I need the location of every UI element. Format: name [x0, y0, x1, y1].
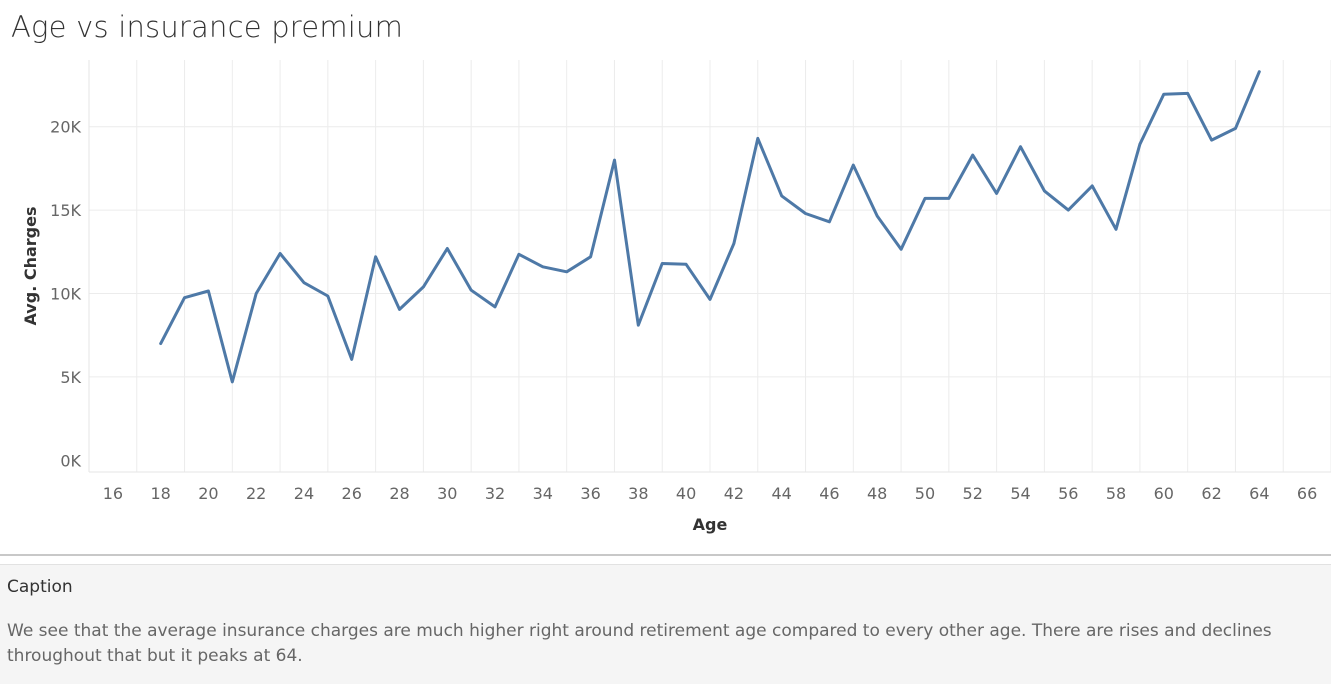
data-point — [1067, 208, 1070, 212]
data-point — [732, 242, 736, 245]
x-tick-label: 60 — [1154, 484, 1174, 503]
data-point — [374, 255, 377, 259]
x-tick-label: 18 — [150, 484, 170, 503]
data-point — [254, 292, 258, 295]
x-tick-label: 48 — [867, 484, 887, 503]
x-tick-label: 44 — [771, 484, 791, 503]
data-point — [159, 342, 162, 345]
x-tick-label: 54 — [1010, 484, 1030, 503]
data-point — [422, 285, 425, 289]
x-tick-label: 32 — [485, 484, 505, 503]
data-point — [493, 305, 497, 309]
data-point — [780, 194, 783, 198]
data-point — [971, 153, 974, 157]
x-tick-label: 40 — [676, 484, 696, 503]
data-point — [517, 253, 521, 256]
data-point — [183, 296, 186, 299]
x-tick-label: 66 — [1297, 484, 1317, 503]
data-point — [1019, 145, 1022, 148]
y-tick-label: 0K — [60, 451, 81, 470]
x-tick-label: 42 — [724, 484, 744, 503]
data-point — [661, 262, 664, 265]
x-tick-label: 56 — [1058, 484, 1078, 503]
data-point — [852, 163, 855, 167]
data-point — [613, 158, 616, 162]
y-tick-label: 5K — [60, 368, 81, 387]
data-point — [446, 247, 449, 250]
series-layer — [159, 70, 1261, 384]
x-tick-label: 28 — [389, 484, 409, 503]
y-tick-label: 15K — [50, 201, 81, 220]
y-axis-title: Avg. Charges — [21, 207, 40, 326]
x-tick-label: 58 — [1106, 484, 1126, 503]
caption-heading: Caption — [7, 577, 73, 597]
data-point — [637, 324, 640, 327]
data-point — [708, 298, 712, 301]
x-tick-label: 38 — [628, 484, 648, 503]
data-point — [756, 137, 759, 140]
y-tick-label: 10K — [50, 285, 81, 304]
y-tick-label: 20K — [50, 118, 81, 137]
data-point — [995, 192, 998, 195]
data-point — [1138, 143, 1142, 146]
data-point — [469, 288, 473, 292]
data-point — [947, 197, 951, 200]
x-tick-label: 16 — [103, 484, 123, 503]
data-point — [565, 270, 568, 274]
data-point — [350, 358, 353, 361]
data-point — [278, 252, 282, 255]
x-tick-label: 64 — [1249, 484, 1269, 503]
data-point — [828, 220, 831, 223]
data-point — [1090, 184, 1094, 188]
data-point — [1114, 228, 1118, 231]
panel-divider — [0, 554, 1331, 556]
data-point — [684, 263, 688, 266]
line-chart: 16 18 20 22 24 26 28 30 32 34 36 38 40 42 44 46 48 50 52 54… — [21, 60, 1331, 534]
x-tick-label: 26 — [342, 484, 362, 503]
data-point — [302, 281, 306, 284]
x-tick-label: 50 — [915, 484, 935, 503]
data-point — [1210, 138, 1213, 142]
caption-panel: Caption We see that the average insuranc… — [0, 564, 1331, 684]
x-tick-label: 36 — [580, 484, 600, 503]
tick-labels: 16 18 20 22 24 26 28 30 32 34 36 38 40 42 44 46 48 50 52 54… — [50, 118, 1317, 503]
data-point — [398, 308, 401, 311]
x-tick-label: 30 — [437, 484, 457, 503]
x-tick-label: 24 — [294, 484, 314, 503]
gridlines — [88, 60, 1331, 473]
data-point — [231, 380, 234, 384]
data-point — [923, 197, 927, 200]
data-point — [207, 289, 210, 293]
data-point — [541, 265, 545, 269]
x-tick-label: 22 — [246, 484, 266, 503]
data-point — [804, 212, 807, 215]
data-point — [1234, 127, 1237, 130]
x-tick-label: 62 — [1201, 484, 1221, 503]
x-tick-label: 20 — [198, 484, 218, 503]
data-point — [1258, 70, 1261, 73]
data-point — [1186, 92, 1189, 95]
data-point — [589, 255, 592, 259]
x-tick-label: 34 — [533, 484, 553, 503]
chart-title: Age vs insurance premium — [11, 10, 404, 44]
x-tick-label: 46 — [819, 484, 839, 503]
data-point — [1162, 92, 1166, 96]
x-axis-title: Age — [693, 515, 728, 534]
data-point — [899, 248, 903, 251]
x-tick-label: 52 — [963, 484, 983, 503]
data-point — [326, 294, 330, 298]
data-point — [875, 214, 879, 218]
caption-text: We see that the average insurance charge… — [7, 621, 1272, 666]
data-point — [1043, 189, 1046, 193]
